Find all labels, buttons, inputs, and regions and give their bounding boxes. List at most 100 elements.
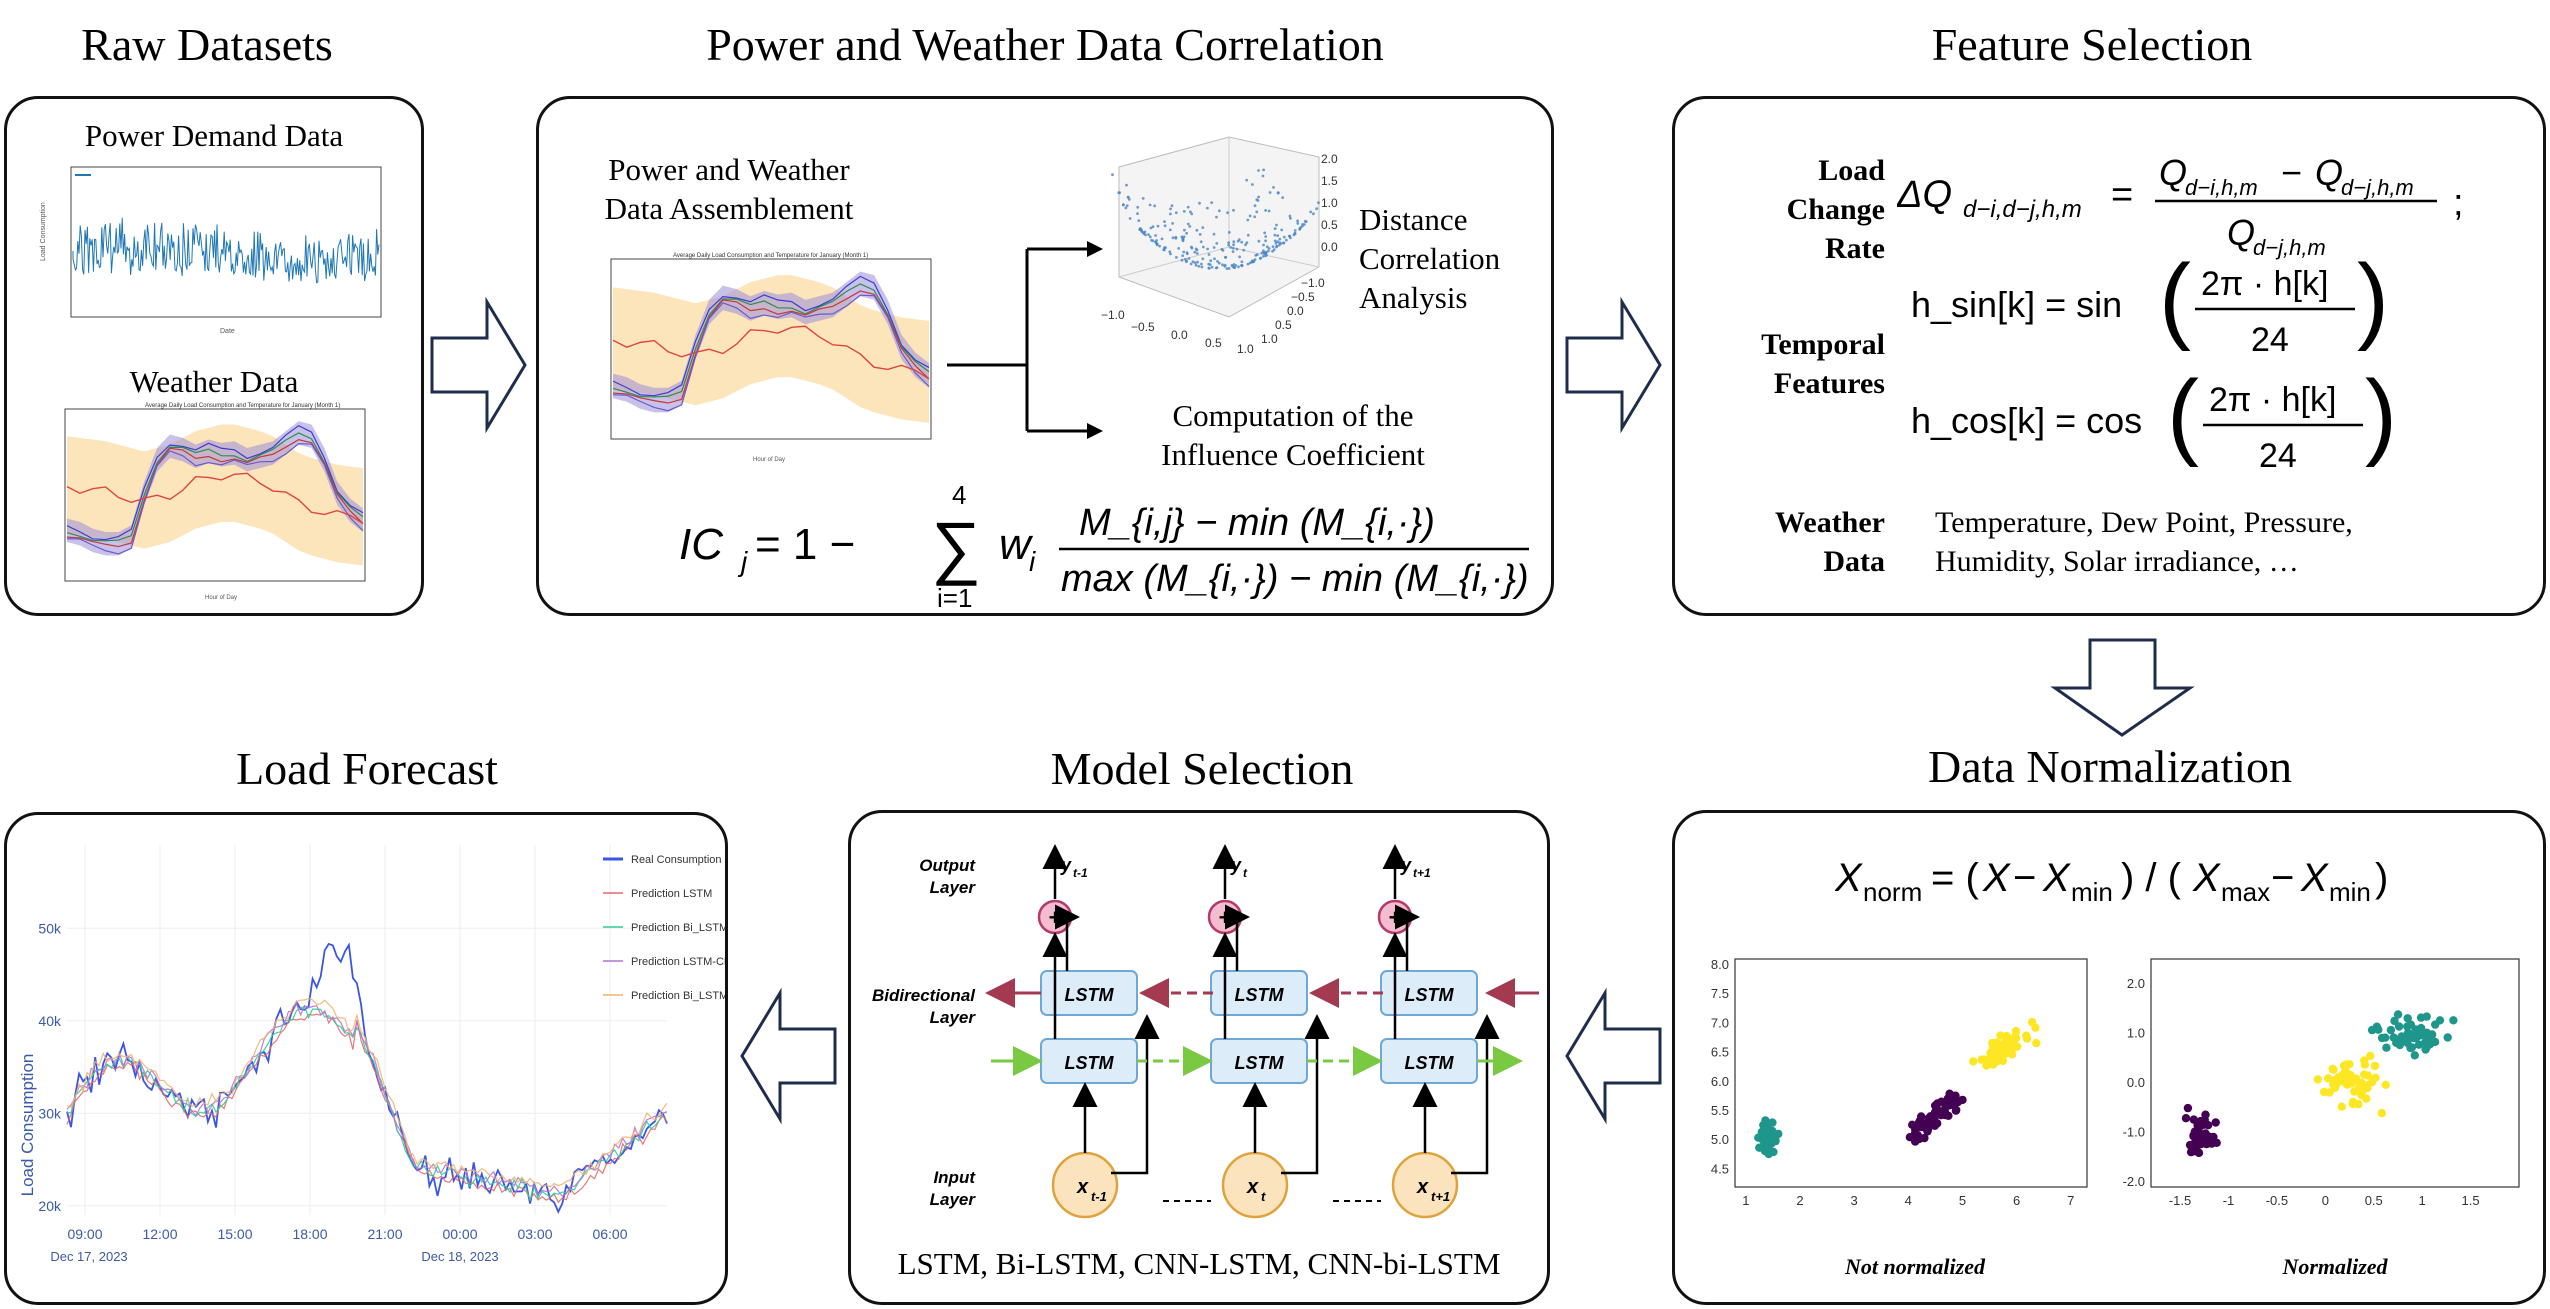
scatter3d-point — [1262, 255, 1265, 258]
scatter-point — [2357, 1085, 2366, 1094]
scatter-point — [1912, 1124, 1921, 1133]
section-title-correlation: Power and Weather Data Correlation — [706, 19, 1384, 70]
load-line-1 — [66, 432, 364, 542]
scatter3d-point — [1148, 203, 1152, 207]
svg-text:) / (: ) / ( — [2121, 856, 2182, 900]
scatter-point — [2370, 1061, 2380, 1071]
ic-formula-rest: = 1 − — [755, 520, 855, 569]
scatter3d-point — [1158, 244, 1161, 248]
scatter3d-point — [1248, 261, 1252, 265]
svg-text:Average Daily Load Consumption: Average Daily Load Consumption and Tempe… — [673, 253, 868, 259]
scatter3d-point — [1153, 204, 1157, 208]
scatter-point — [2381, 1080, 2390, 1089]
svg-text:0.5: 0.5 — [1275, 318, 1292, 332]
ic-weight: w — [999, 520, 1034, 569]
scatter-right-points — [2181, 1010, 2458, 1158]
normalized-caption: Normalized — [2282, 1254, 2388, 1279]
svg-text:−: − — [2271, 856, 2294, 900]
scatter-point — [2410, 1033, 2419, 1043]
scatter-point — [1763, 1147, 1772, 1156]
output-label-sub: t-1 — [1073, 866, 1088, 880]
scatter3d-point — [1216, 260, 1219, 263]
scatter-point — [1988, 1038, 1997, 1048]
scatter-point — [2386, 1025, 2396, 1035]
scatter3d-point — [1231, 250, 1235, 254]
input-to-backward-arrow — [1281, 1014, 1330, 1175]
scatter3d-point — [1207, 266, 1211, 270]
scatter-point — [2407, 1043, 2417, 1052]
x-tick: 1.5 — [2462, 1193, 2480, 1208]
scatter3d-point — [1265, 245, 1269, 249]
forecast-line-3 — [66, 1002, 668, 1197]
weather-data-label: Weather Data — [129, 364, 299, 399]
scatter3d-point — [1237, 238, 1241, 241]
y-tick: 5.5 — [1711, 1103, 1729, 1118]
scatter3d-point — [1170, 204, 1174, 208]
scatter3d-point — [1213, 257, 1216, 261]
svg-text:−0.5: −0.5 — [1131, 320, 1155, 334]
input-to-backward-arrow — [1111, 1014, 1160, 1175]
scatter3d-point — [1174, 235, 1178, 239]
norm-formula-x: X — [1835, 856, 1863, 900]
assembly-series — [612, 271, 930, 423]
input-node-label: x — [1246, 1176, 1259, 1198]
svg-text:;: ; — [2453, 182, 2464, 224]
x-tick-label: 06:00 — [592, 1226, 627, 1242]
scatter3d-point — [1155, 239, 1158, 242]
forecast-series — [66, 942, 668, 1214]
scatter3d-point — [1264, 239, 1267, 243]
scatter3d-points — [1111, 168, 1320, 270]
scatter-point — [2186, 1141, 2196, 1150]
scatter3d-point — [1185, 231, 1188, 235]
load-forecast-chart: 20k 30k 40k 50k 09:00 12:00 15:00 18:00 21:00 00:… — [18, 845, 725, 1264]
model-list: LSTM, Bi-LSTM, CNN-LSTM, CNN-bi-LSTM — [897, 1246, 1501, 1281]
scatter3d-point — [1267, 209, 1271, 213]
scatter-point — [1915, 1116, 1924, 1126]
scatter-point — [2007, 1044, 2017, 1054]
scatter3d-point — [1196, 260, 1199, 264]
scatter3d-point — [1257, 169, 1260, 172]
scatter3d-point — [1177, 247, 1180, 250]
scatter3d-point — [1298, 227, 1302, 231]
scatter3d-point — [1257, 239, 1261, 243]
scatter3d-point — [1183, 228, 1186, 232]
section-title-data-normalization: Data Normalization — [1927, 741, 2293, 792]
temperature-line — [66, 472, 364, 525]
scatter-point — [2022, 1034, 2032, 1043]
power-demand-plot: Load Consumption Date — [40, 166, 382, 335]
scatter3d-point — [1136, 212, 1139, 215]
date-label: Dec 17, 2023 — [50, 1249, 127, 1264]
y-tick: 7.5 — [1711, 986, 1729, 1001]
x-tick-label: 12:00 — [142, 1226, 177, 1242]
scatter-point — [2001, 1042, 2010, 1051]
scatter-point — [2382, 1043, 2391, 1052]
temporal-features-formulas: h_sin[k] = sin ( 2π · h[k] 24 ) h_cos[k]… — [1911, 247, 2397, 475]
assembly-label: Power and Weather Data Assemblement — [579, 151, 879, 229]
power-demand-label: Power Demand Data — [84, 118, 344, 153]
x-tick: 7 — [2067, 1193, 2074, 1208]
scatter3d-point — [1259, 256, 1262, 260]
scatter3d-point — [1215, 215, 1218, 219]
svg-text:Hour of Day: Hour of Day — [205, 595, 237, 601]
scatter-point — [2406, 1020, 2416, 1029]
y-tick: 0.0 — [2127, 1075, 2145, 1090]
output-layer-label-1: Output — [919, 856, 976, 875]
scatter3d-point — [1186, 222, 1190, 226]
ic-sum-bottom: i=1 — [937, 583, 972, 613]
ic-sum-top: 4 — [952, 480, 966, 510]
svg-text:−: − — [2013, 856, 2036, 900]
scatter3d-point — [1163, 224, 1167, 228]
x-tick-label: 09:00 — [67, 1226, 102, 1242]
scatter3d-point — [1296, 222, 1300, 225]
scatter3d-point — [1257, 195, 1260, 199]
svg-text:Load Consumption: Load Consumption — [40, 202, 47, 261]
scatter3d-point — [1126, 195, 1130, 199]
weather-data-plot: Average Daily Load Consumption and Tempe… — [64, 403, 366, 601]
temperature-band — [613, 275, 929, 423]
scatter3d-point — [1280, 228, 1284, 232]
scatter3d-point — [1262, 168, 1265, 172]
scatter3d-point — [1296, 219, 1299, 223]
svg-text:1.5: 1.5 — [1321, 174, 1338, 188]
scatter-point — [2360, 1056, 2369, 1065]
